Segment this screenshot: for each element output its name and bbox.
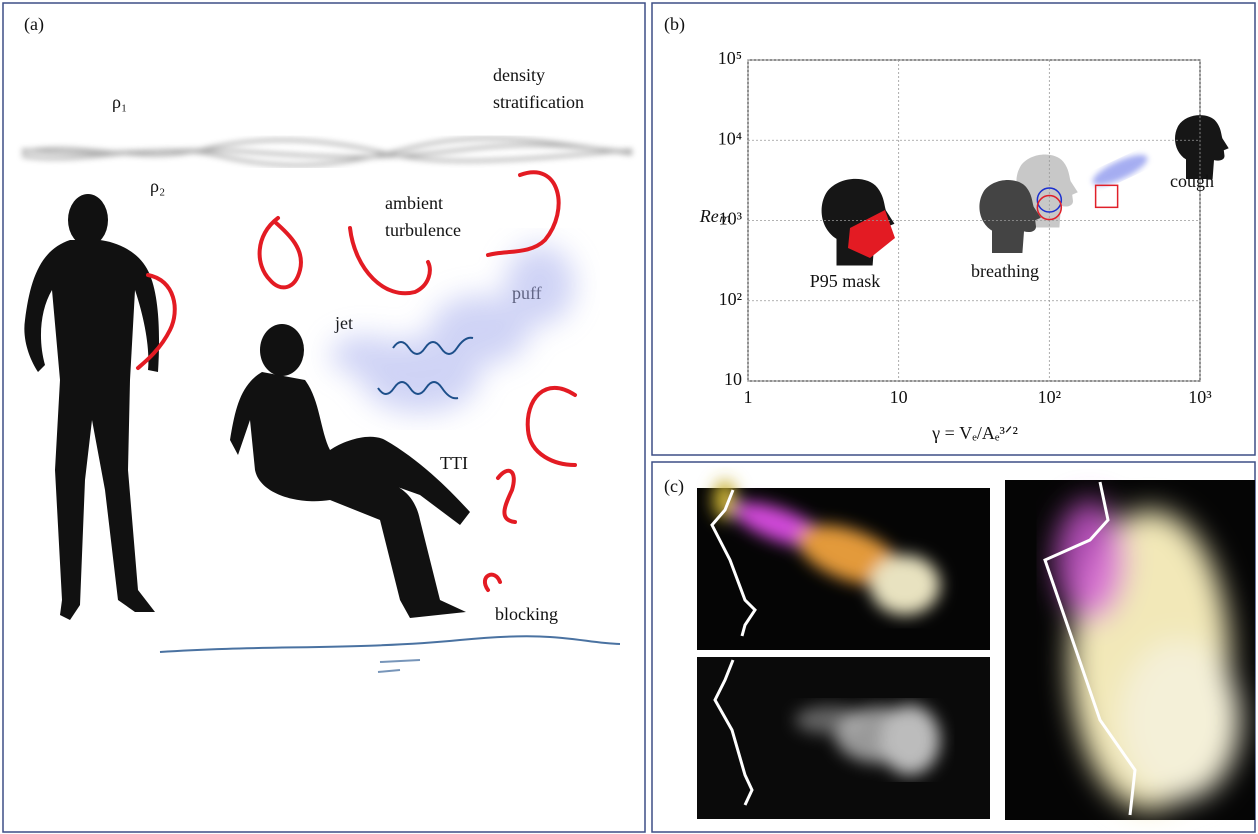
flow-image [697,480,990,650]
flow-image [697,657,990,819]
annotation: TTI [440,453,468,473]
annotation: stratification [493,92,584,112]
y-tick-label: 10 [724,369,742,389]
panel-label: (c) [664,476,684,497]
annotation: ambient [385,193,443,213]
panel-a: (a) ρ₁ ρ₂ density stratification ambient… [3,3,645,832]
annotation: blocking [495,604,558,624]
rho-2: ρ₂ [150,176,165,196]
y-axis-label: Reₘ [699,206,731,226]
x-tick-label: 10² [1038,387,1061,407]
x-tick-label: 1 [744,387,753,407]
x-tick-label: 10 [890,387,908,407]
annotation: jet [334,313,353,333]
panel-label: (a) [24,14,44,35]
annotation: turbulence [385,220,461,240]
panel-c: (c) [652,462,1255,832]
annotation: breathing [971,261,1039,281]
figure: (a) ρ₁ ρ₂ density stratification ambient… [0,0,1258,834]
rho-1: ρ₁ [112,92,127,112]
woman-silhouette [24,194,159,620]
annotation: cough [1170,171,1214,191]
x-axis-label: γ = Vₑ/Aₑ³ᐟ² [931,423,1018,443]
flow-image [1005,480,1255,820]
turbulence-arrows [138,172,575,590]
y-tick-label: 10⁴ [718,128,742,148]
panel-frame [652,3,1255,455]
x-tick-label: 10³ [1188,387,1212,407]
head-icons [806,115,1229,268]
annotation: P95 mask [810,271,881,291]
marker [1096,185,1118,207]
y-tick-label: 10² [719,289,742,309]
y-tick-label: 10⁵ [718,48,742,68]
panel-label: (b) [664,14,685,35]
stratification-band [22,138,632,165]
annotation: density [493,65,545,85]
